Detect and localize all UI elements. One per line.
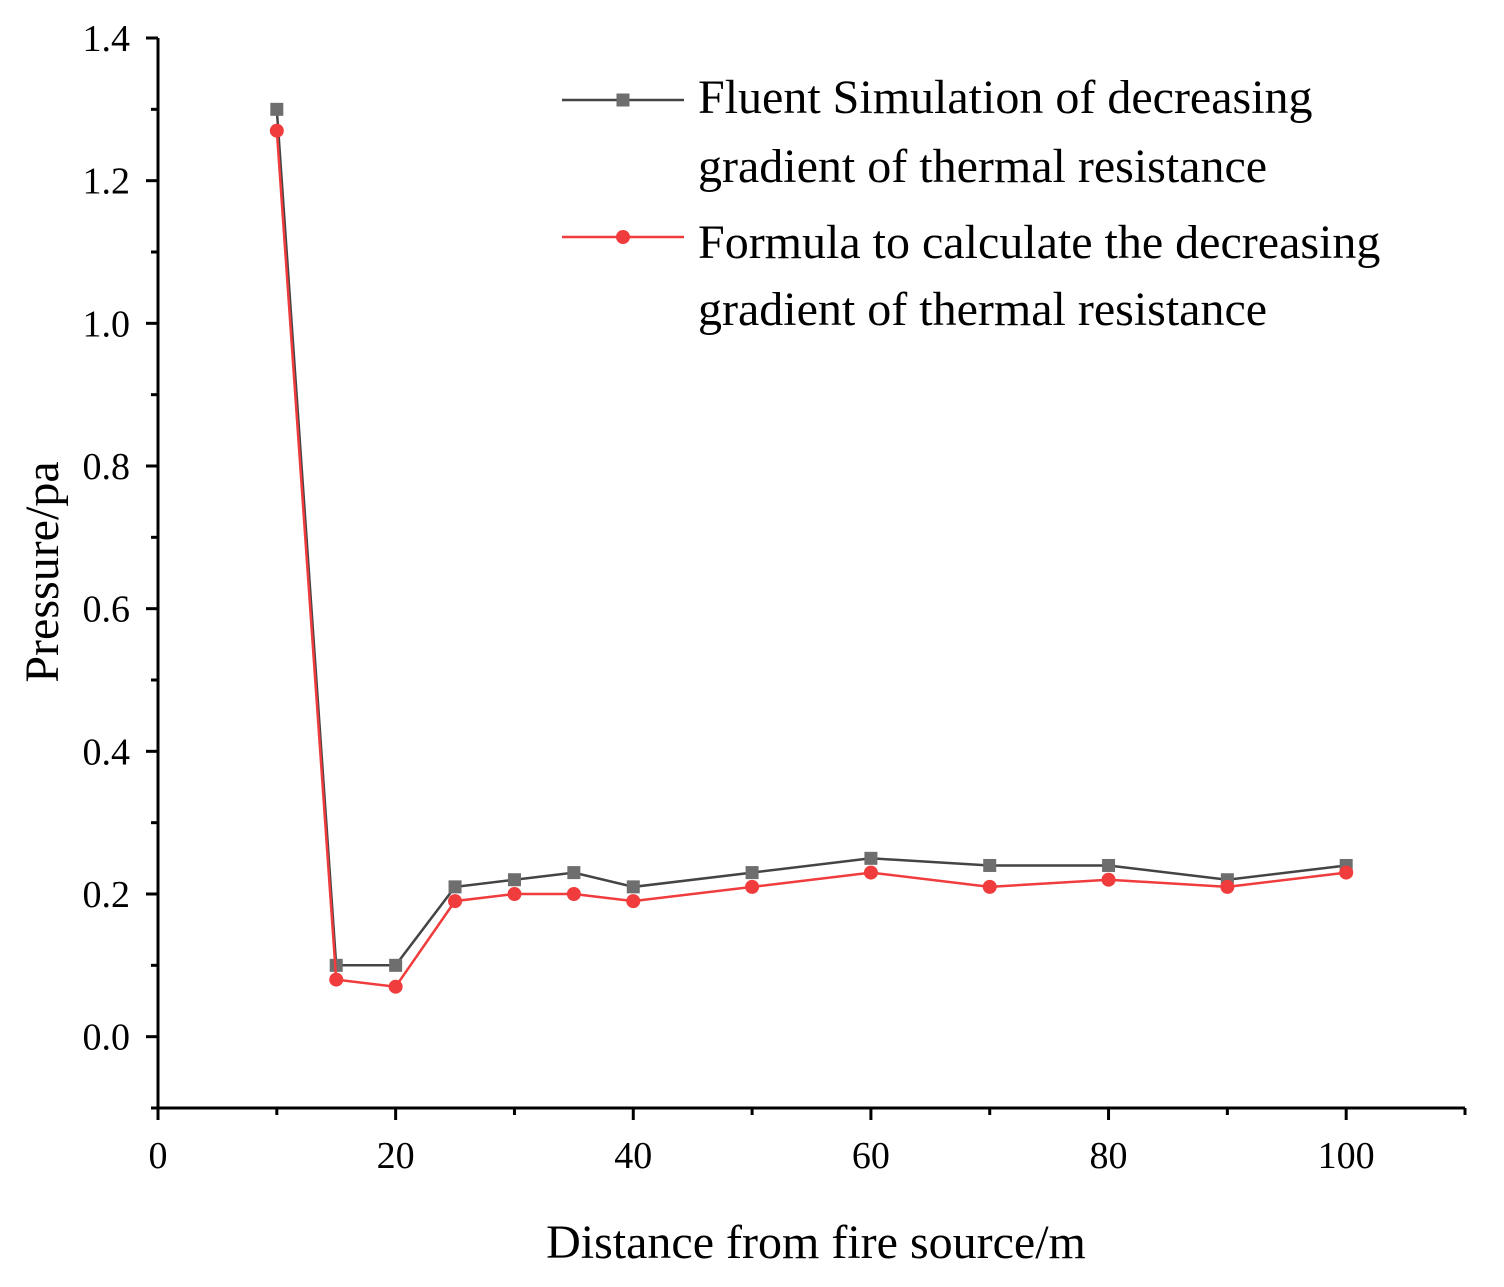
- legend-label: gradient of thermal resistance: [698, 140, 1267, 193]
- data-point: [269, 123, 284, 138]
- legend-item-2: Formula to calculate the decreasing gradi…: [562, 216, 1380, 336]
- legend-marker: [616, 93, 630, 107]
- data-point: [982, 879, 997, 894]
- x-tick-label: 20: [377, 1135, 415, 1177]
- data-point: [389, 958, 403, 972]
- legend-label: gradient of thermal resistance: [698, 283, 1267, 336]
- legend-label: Formula to calculate the decreasing: [698, 216, 1380, 269]
- data-point: [448, 880, 462, 894]
- data-point: [626, 880, 640, 894]
- y-tick-label: 1.2: [83, 161, 131, 203]
- y-tick-label: 0.0: [83, 1017, 131, 1059]
- data-point: [388, 979, 403, 994]
- data-point: [745, 879, 760, 894]
- y-tick-label: 1.4: [83, 18, 131, 60]
- series-2: [269, 123, 1354, 994]
- data-point: [626, 894, 641, 909]
- data-point: [329, 972, 344, 987]
- data-point: [566, 887, 581, 901]
- data-point: [745, 866, 759, 880]
- legend: Fluent Simulation of decreasing gradient …: [562, 71, 1380, 336]
- data-point: [1102, 858, 1116, 872]
- x-tick-label: 40: [614, 1135, 652, 1177]
- axes: [156, 38, 1465, 1110]
- legend-item-1: Fluent Simulation of decreasing gradient …: [562, 71, 1313, 193]
- x-axis-title: Distance from fire source/m: [546, 1216, 1086, 1269]
- x-tick-label: 60: [852, 1135, 890, 1177]
- data-point: [507, 887, 522, 901]
- x-tick-label: 80: [1090, 1135, 1128, 1177]
- y-axis-ticks: 0.0 0.2 0.4 0.6 0.8 1.0 1.2 1.4: [83, 18, 158, 1110]
- legend-marker: [616, 230, 630, 244]
- series-group: [269, 102, 1354, 994]
- data-point: [983, 858, 997, 872]
- legend-label: Fluent Simulation of decreasing: [698, 71, 1313, 124]
- y-tick-label: 0.8: [83, 446, 131, 488]
- data-point: [863, 865, 878, 880]
- x-tick-label: 0: [149, 1135, 168, 1177]
- y-axis-title: Pressure/pa: [16, 461, 69, 682]
- data-point: [448, 894, 463, 909]
- data-point: [1220, 879, 1235, 894]
- data-point: [1101, 872, 1116, 887]
- data-point: [567, 866, 581, 880]
- y-tick-label: 0.6: [83, 589, 131, 631]
- x-axis-ticks: 0 20 40 60 80 100: [149, 1108, 1467, 1177]
- data-point: [864, 851, 878, 865]
- data-point: [507, 873, 521, 887]
- y-tick-label: 0.2: [83, 874, 131, 916]
- y-tick-label: 1.0: [83, 303, 131, 345]
- data-point: [270, 102, 284, 116]
- y-tick-label: 0.4: [83, 731, 131, 773]
- x-tick-label: 100: [1318, 1135, 1375, 1177]
- data-point: [1339, 865, 1354, 880]
